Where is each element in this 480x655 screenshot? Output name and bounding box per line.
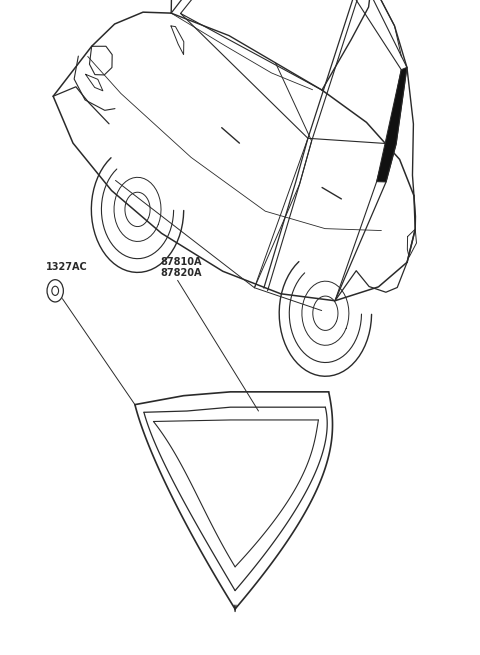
Text: 87810A: 87810A	[161, 257, 202, 267]
Polygon shape	[377, 67, 407, 182]
Text: 1327AC: 1327AC	[46, 262, 87, 272]
Text: 87820A: 87820A	[161, 268, 202, 278]
